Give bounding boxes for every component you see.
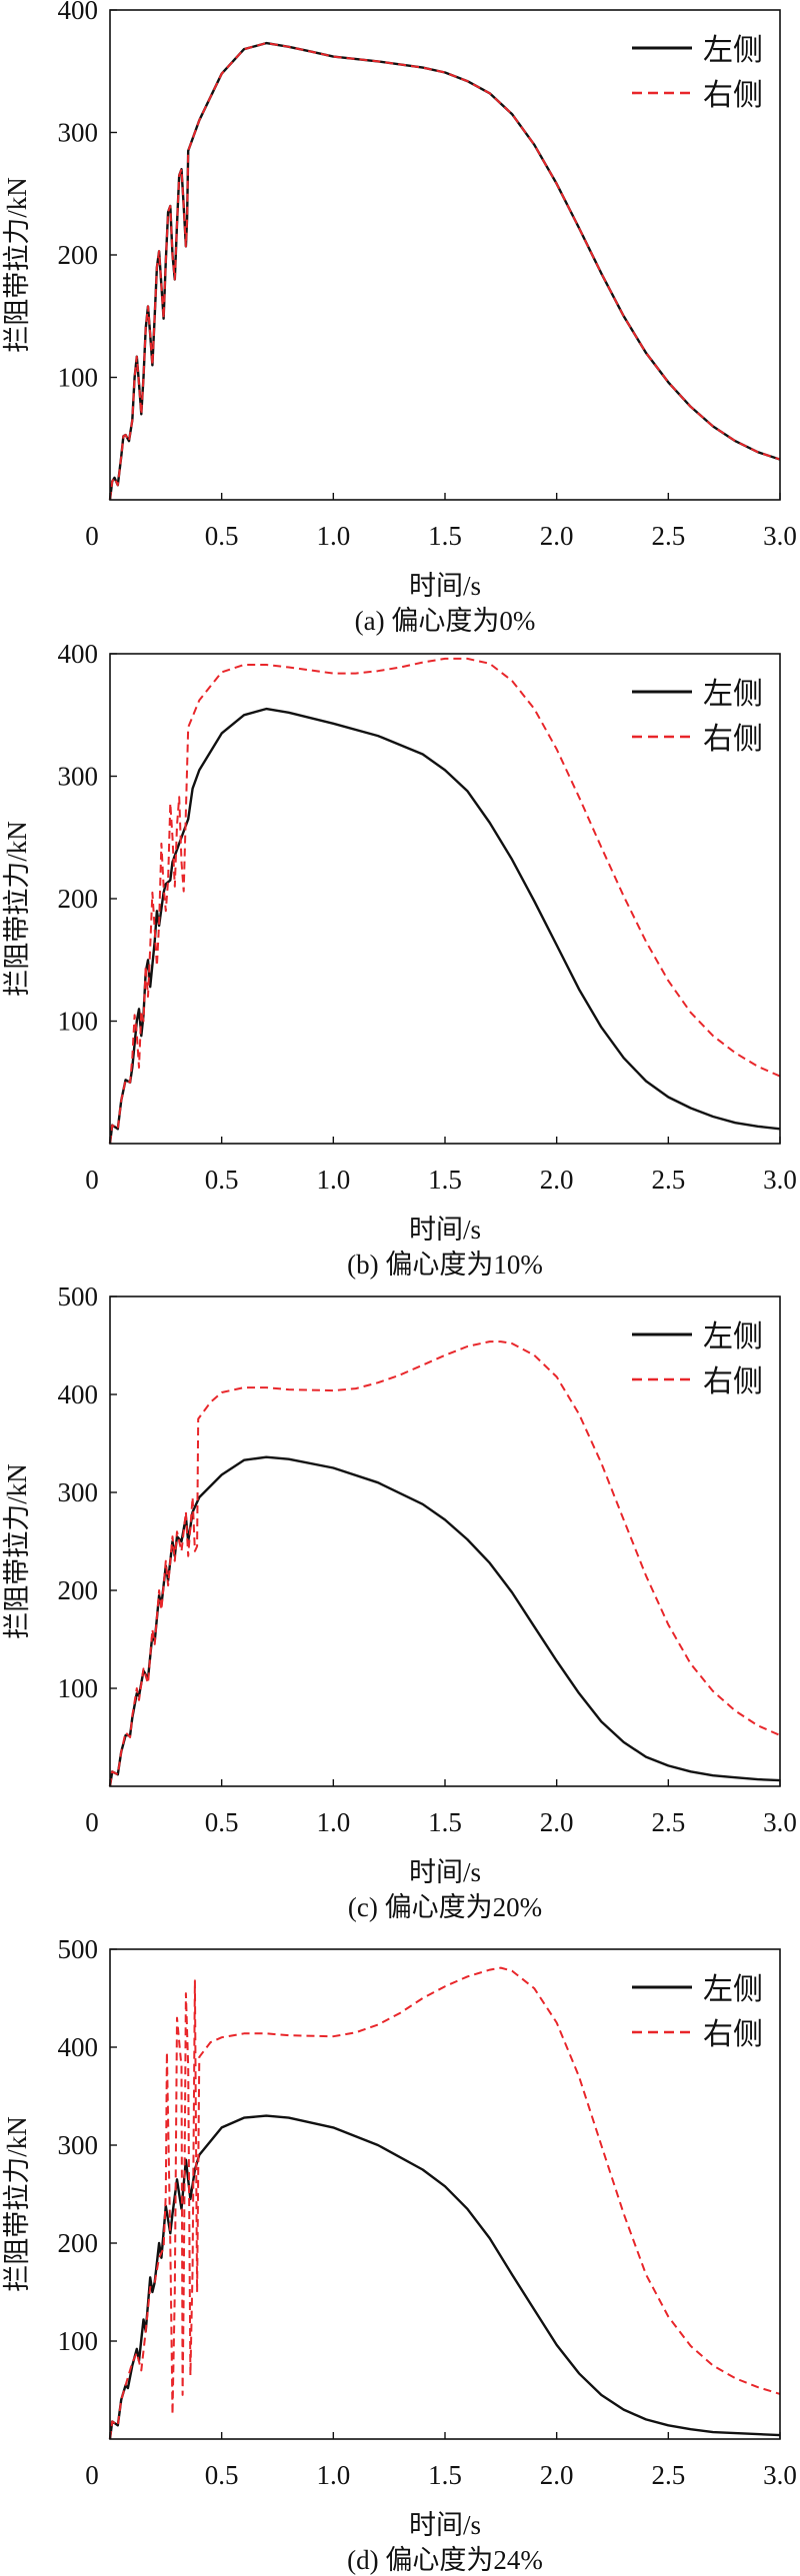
x-tick-label: 0 — [85, 1807, 99, 1837]
chart-caption: (a) 偏心度为0% — [355, 606, 536, 636]
x-axis-label: 时间/s — [409, 1857, 481, 1887]
x-tick-label: 2.5 — [651, 521, 685, 551]
x-tick-label: 1.5 — [428, 1165, 462, 1195]
y-tick-label: 100 — [58, 1007, 99, 1037]
legend-label: 右侧 — [703, 723, 763, 756]
series-line-left — [108, 1455, 781, 1787]
series-line-left — [108, 2114, 781, 2440]
plot-frame — [109, 9, 781, 501]
chart-panel-0: 0 0.5 1.0 1.5 2.0 2.5 3.0 100 200 300 400 时间/s 拦阻带拉力… — [2, 0, 797, 636]
x-axis-label: 时间/s — [409, 571, 481, 601]
x-tick-label: 2.0 — [540, 1807, 574, 1837]
y-tick-label: 200 — [58, 240, 99, 270]
x-axis-label: 时间/s — [409, 1215, 481, 1245]
x-tick-label: 2.0 — [540, 1165, 574, 1195]
chart-caption: (b) 偏心度为10% — [347, 1250, 543, 1280]
y-tick-label: 100 — [58, 2326, 99, 2356]
x-tick-label: 1.5 — [428, 1807, 462, 1837]
x-tick-label: 0.5 — [205, 1807, 239, 1837]
x-tick-label: 3.0 — [763, 1807, 797, 1837]
y-tick-label: 500 — [58, 1282, 99, 1311]
x-tick-label: 0 — [85, 1165, 99, 1195]
series-line-right — [109, 42, 781, 501]
legend-label: 左侧 — [703, 1973, 763, 2006]
y-axis-label: 拦阻带拉力/kN — [2, 2116, 32, 2292]
x-tick-label: 0.5 — [205, 2460, 239, 2490]
y-tick-label: 200 — [58, 1575, 99, 1605]
plot-frame — [109, 653, 781, 1145]
x-tick-label: 1.0 — [316, 1165, 350, 1195]
y-axis-label: 拦阻带拉力/kN — [2, 1463, 32, 1639]
y-tick-label: 400 — [58, 2032, 99, 2062]
x-tick-label: 0 — [85, 2460, 99, 2490]
y-tick-label: 400 — [58, 0, 99, 25]
series-line-right — [109, 1340, 781, 1787]
x-tick-label: 2.5 — [651, 1807, 685, 1837]
x-tick-label: 0 — [85, 521, 99, 551]
x-tick-label: 3.0 — [763, 1165, 797, 1195]
y-axis-label: 拦阻带拉力/kN — [2, 821, 32, 997]
x-tick-label: 3.0 — [763, 521, 797, 551]
x-tick-label: 3.0 — [763, 2460, 797, 2490]
y-axis-label: 拦阻带拉力/kN — [2, 177, 32, 353]
legend-label: 右侧 — [703, 79, 763, 112]
x-tick-label: 2.0 — [540, 2460, 574, 2490]
y-tick-label: 100 — [58, 363, 99, 393]
legend-label: 左侧 — [703, 678, 763, 711]
x-tick-label: 1.5 — [428, 521, 462, 551]
plot-frame — [109, 1948, 781, 2440]
x-tick-label: 2.5 — [651, 1165, 685, 1195]
series-line-right — [109, 657, 781, 1145]
legend-label: 右侧 — [703, 1365, 763, 1398]
x-tick-label: 1.0 — [316, 2460, 350, 2490]
y-tick-label: 500 — [58, 1934, 99, 1964]
y-tick-label: 200 — [58, 884, 99, 914]
chart-panel-2: 0 0.5 1.0 1.5 2.0 2.5 3.0 100 200 300 400 500 时间/s 拦阻… — [2, 1282, 797, 1922]
series-line-left — [108, 707, 781, 1145]
y-tick-label: 200 — [58, 2228, 99, 2258]
legend-label: 左侧 — [703, 34, 763, 67]
y-tick-label: 300 — [58, 1477, 99, 1507]
x-tick-label: 2.5 — [651, 2460, 685, 2490]
chart-caption: (c) 偏心度为20% — [348, 1892, 542, 1922]
y-tick-label: 400 — [58, 639, 99, 669]
x-tick-label: 1.5 — [428, 2460, 462, 2490]
series-line-left — [108, 41, 781, 501]
x-tick-label: 0.5 — [205, 521, 239, 551]
legend-label: 右侧 — [703, 2018, 763, 2051]
series-line-right — [109, 1966, 781, 2440]
x-axis-label: 时间/s — [409, 2510, 481, 2540]
chart-caption: (d) 偏心度为24% — [347, 2545, 543, 2575]
chart-panel-3: 0 0.5 1.0 1.5 2.0 2.5 3.0 100 200 300 400 500 时间/s 拦阻… — [2, 1934, 797, 2575]
y-tick-label: 300 — [58, 118, 99, 148]
legend-label: 左侧 — [703, 1320, 763, 1353]
x-tick-label: 1.0 — [316, 521, 350, 551]
x-tick-label: 2.0 — [540, 521, 574, 551]
y-tick-label: 300 — [58, 2130, 99, 2160]
plot-frame — [109, 1295, 781, 1787]
y-tick-label: 300 — [58, 762, 99, 792]
y-tick-label: 100 — [58, 1673, 99, 1703]
y-tick-label: 400 — [58, 1379, 99, 1409]
x-tick-label: 1.0 — [316, 1807, 350, 1837]
x-tick-label: 0.5 — [205, 1165, 239, 1195]
chart-panel-1: 0 0.5 1.0 1.5 2.0 2.5 3.0 100 200 300 400 时间/s 拦阻带拉力… — [2, 639, 797, 1280]
